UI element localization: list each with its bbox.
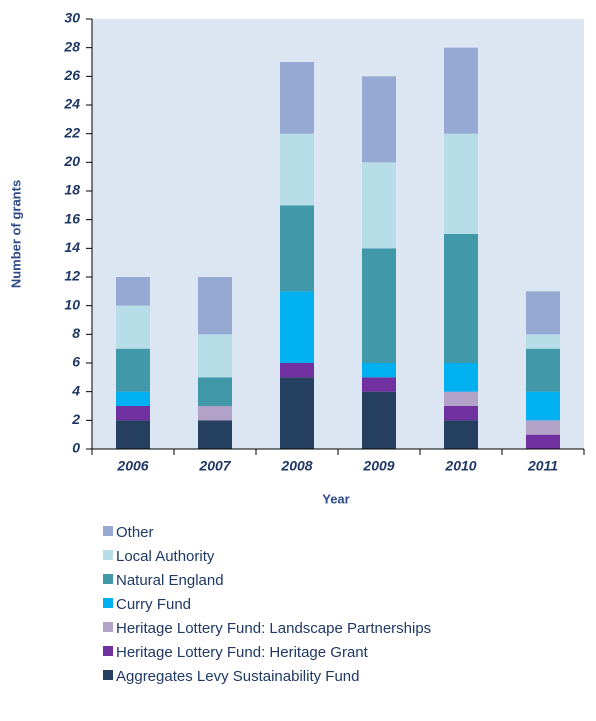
bar-segment — [362, 248, 396, 363]
legend-swatch — [103, 526, 113, 536]
bar-segment — [198, 420, 232, 449]
bar-segment — [280, 291, 314, 363]
bar-segment — [526, 334, 560, 349]
legend-label: Heritage Lottery Fund: Landscape Partner… — [116, 620, 431, 637]
bar-segment — [280, 205, 314, 292]
bar-segment — [444, 47, 478, 134]
y-tick-label: 8 — [72, 325, 80, 341]
bar-segment — [444, 234, 478, 363]
y-tick-label: 0 — [72, 440, 80, 456]
bar-segment — [362, 391, 396, 449]
bar-segment — [444, 391, 478, 406]
legend-swatch — [103, 670, 113, 680]
x-tick-label: 2010 — [444, 458, 476, 474]
legend-label: Aggregates Levy Sustainability Fund — [116, 668, 359, 685]
bar-segment — [444, 420, 478, 449]
y-tick-label: 28 — [63, 38, 80, 54]
bar-segment — [116, 391, 150, 406]
y-tick-label: 10 — [64, 296, 80, 312]
bar-segment — [198, 334, 232, 378]
bar-segment — [526, 434, 560, 449]
legend-label: Other — [116, 524, 154, 541]
bar-segment — [116, 277, 150, 306]
y-tick-label: 14 — [64, 239, 80, 255]
bar-segment — [444, 133, 478, 234]
legend-swatch — [103, 550, 113, 560]
x-tick-label: 2007 — [198, 458, 231, 474]
legend-swatch — [103, 646, 113, 656]
bar-segment — [116, 348, 150, 392]
bar-segment — [280, 363, 314, 378]
x-tick-label: 2009 — [362, 458, 394, 474]
bar-segment — [198, 377, 232, 406]
bar-segment — [198, 406, 232, 421]
bar-segment — [362, 363, 396, 378]
y-tick-label: 4 — [71, 382, 80, 398]
bar-segment — [526, 291, 560, 335]
y-tick-label: 2 — [71, 411, 80, 427]
bar-segment — [116, 406, 150, 421]
bar-segment — [526, 348, 560, 392]
bar-segment — [280, 62, 314, 134]
y-tick-label: 30 — [64, 10, 80, 26]
bar-segment — [526, 391, 560, 421]
x-tick-label: 2011 — [527, 458, 558, 474]
bar-segment — [280, 133, 314, 206]
y-tick-label: 24 — [63, 96, 80, 112]
legend-swatch — [103, 598, 113, 608]
x-tick-label: 2006 — [116, 458, 148, 474]
y-tick-label: 26 — [63, 67, 80, 83]
bar-segment — [362, 162, 396, 249]
legend-swatch — [103, 574, 113, 584]
y-tick-label: 16 — [64, 210, 80, 226]
bar-segment — [362, 377, 396, 392]
plot-area — [92, 19, 584, 449]
bar-segment — [444, 363, 478, 392]
legend-label: Heritage Lottery Fund: Heritage Grant — [116, 644, 369, 661]
legend-label: Curry Fund — [116, 596, 191, 613]
bar-segment — [362, 76, 396, 163]
y-tick-label: 18 — [64, 182, 80, 198]
x-axis-title: Year — [322, 491, 349, 506]
bar-segment — [526, 420, 560, 435]
bar-segment — [444, 406, 478, 421]
y-tick-label: 12 — [64, 268, 80, 284]
bar-segment — [116, 420, 150, 449]
bar-segment — [198, 277, 232, 335]
bar-segment — [116, 305, 150, 349]
y-tick-label: 22 — [63, 124, 80, 140]
legend-label: Natural England — [116, 572, 224, 589]
y-tick-label: 20 — [63, 153, 80, 169]
y-tick-label: 6 — [72, 354, 80, 370]
y-axis-title: Number of grants — [8, 180, 23, 288]
x-tick-label: 2008 — [280, 458, 312, 474]
legend-label: Local Authority — [116, 548, 215, 565]
legend-swatch — [103, 622, 113, 632]
bar-segment — [280, 377, 314, 449]
